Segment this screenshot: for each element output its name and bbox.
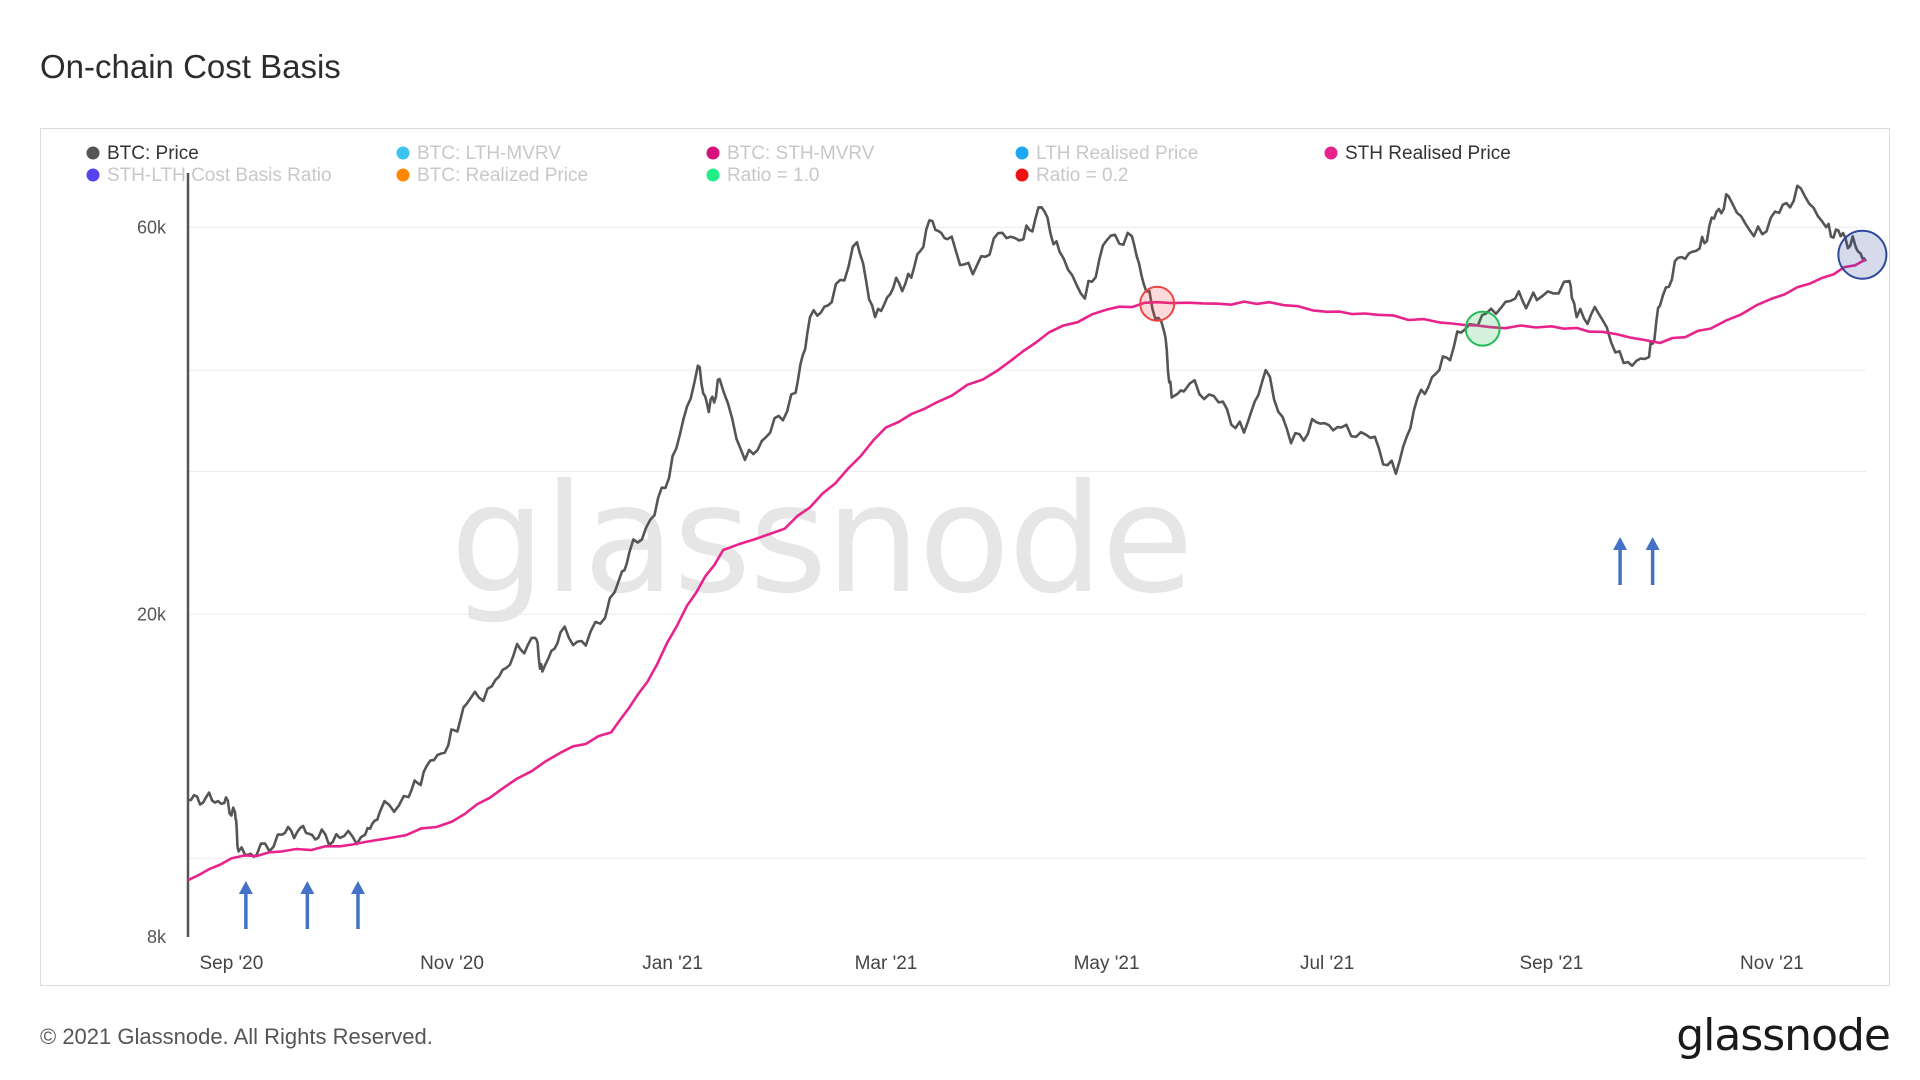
x-tick-label: Sep '21	[1519, 953, 1583, 974]
x-tick-label: Jan '21	[642, 953, 703, 974]
legend: BTC: Price BTC: LTH-MVRV BTC: STH-MVRV LTH …	[86, 143, 1511, 186]
x-tick-label: Sep '20	[199, 953, 263, 974]
legend-dot-icon	[86, 146, 100, 160]
legend-item[interactable]: Ratio = 1.0	[706, 165, 820, 186]
legend-item[interactable]: LTH Realised Price	[1015, 143, 1199, 164]
legend-item[interactable]: BTC: STH-MVRV	[706, 143, 875, 164]
legend-dot-icon	[706, 146, 720, 160]
legend-label: BTC: LTH-MVRV	[417, 143, 561, 164]
legend-label: STH-LTH Cost Basis Ratio	[107, 165, 332, 186]
sth-realised-price-line	[187, 258, 1867, 882]
legend-label: BTC: Price	[107, 143, 199, 164]
y-tick-label: 60k	[137, 217, 167, 237]
legend-dot-icon	[706, 168, 720, 182]
copyright-notice: © 2021 Glassnode. All Rights Reserved.	[40, 1024, 433, 1049]
y-tick-label: 8k	[147, 927, 167, 947]
highlight-circle	[1837, 229, 1888, 280]
arrow-up-icon	[350, 881, 365, 929]
support-arrows	[238, 537, 1660, 929]
arrow-up-icon	[1613, 537, 1628, 585]
legend-item[interactable]: BTC: LTH-MVRV	[396, 143, 562, 164]
chart-frame: glassnode 8k 20k 60k Sep '20 Nov '20 Jan '21…	[40, 128, 1890, 986]
x-tick-label: Jul '21	[1300, 953, 1354, 974]
x-tick-label: May '21	[1074, 953, 1140, 974]
y-axis-ticks: 8k 20k 60k	[137, 217, 167, 947]
highlight-circle	[1139, 285, 1176, 322]
btc-price-line	[187, 184, 1868, 859]
legend-label: BTC: STH-MVRV	[727, 143, 875, 164]
legend-item[interactable]: Ratio = 0.2	[1015, 165, 1129, 186]
legend-item[interactable]: BTC: Realized Price	[396, 165, 589, 186]
legend-dot-icon	[396, 168, 410, 182]
chart[interactable]: glassnode 8k 20k 60k Sep '20 Nov '20 Jan '21…	[41, 129, 1891, 987]
legend-dot-icon	[86, 168, 100, 182]
legend-label: Ratio = 0.2	[1036, 165, 1128, 186]
x-axis-ticks: Sep '20 Nov '20 Jan '21 Mar '21 May '21 Jul '…	[199, 953, 1803, 974]
x-tick-label: Nov '21	[1740, 953, 1804, 974]
legend-dot-icon	[1015, 146, 1029, 160]
watermark: glassnode	[450, 453, 1191, 627]
x-tick-label: Mar '21	[855, 953, 918, 974]
glassnode-logo[interactable]: glassnode	[1676, 1010, 1891, 1061]
legend-item[interactable]: STH-LTH Cost Basis Ratio	[86, 165, 332, 186]
series-lines	[187, 184, 1868, 882]
legend-label: Ratio = 1.0	[727, 165, 819, 186]
highlight-markers	[1139, 229, 1888, 347]
highlight-circle	[1464, 310, 1501, 347]
x-tick-label: Nov '20	[420, 953, 484, 974]
page-title: On-chain Cost Basis	[40, 48, 341, 85]
legend-label: LTH Realised Price	[1036, 143, 1198, 164]
y-tick-label: 20k	[137, 604, 167, 624]
arrow-up-icon	[1645, 537, 1660, 585]
legend-label: BTC: Realized Price	[417, 165, 588, 186]
legend-item[interactable]: BTC: Price	[86, 143, 199, 164]
legend-item[interactable]: STH Realised Price	[1324, 143, 1511, 164]
arrow-up-icon	[238, 881, 253, 929]
legend-dot-icon	[396, 146, 410, 160]
legend-dot-icon	[1015, 168, 1029, 182]
legend-dot-icon	[1324, 146, 1338, 160]
arrow-up-icon	[300, 881, 315, 929]
legend-label: STH Realised Price	[1345, 143, 1511, 164]
